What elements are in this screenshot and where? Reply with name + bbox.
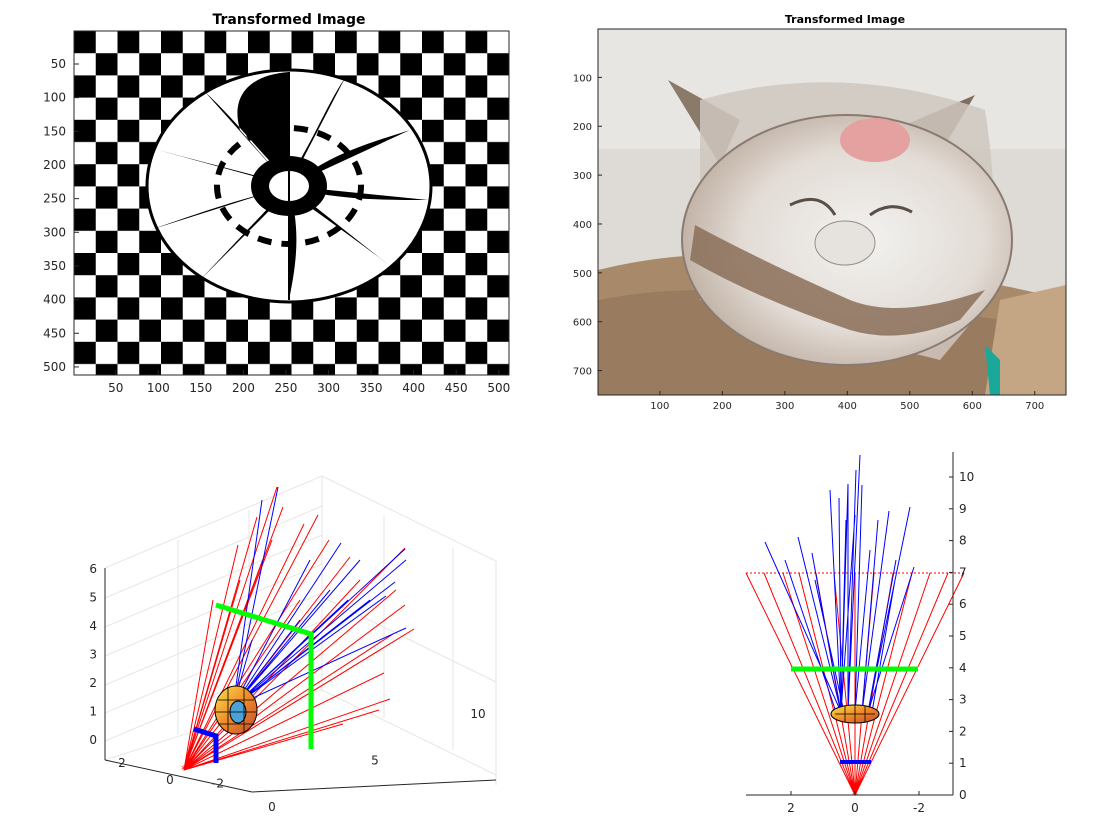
scene3d-ztick-label: 6 <box>89 562 97 576</box>
checker-xtick-label: 300 <box>317 381 340 395</box>
scene3d-eye-marker: * <box>181 763 187 777</box>
scene3d-ztick-label: 4 <box>89 619 97 633</box>
scene3d-z-ticks: 0 1 2 3 4 5 6 <box>89 562 97 747</box>
cat-xtick-label: 300 <box>775 401 794 412</box>
checker-ytick-label: 450 <box>43 326 66 340</box>
cat-ytick-label: 300 <box>573 171 592 182</box>
scene3d-grid <box>104 475 497 785</box>
cat-y-ticks: 100 200 300 400 500 600 700 <box>573 73 602 378</box>
checker-xtick-label: 450 <box>445 381 468 395</box>
checker-ytick-label: 100 <box>43 91 66 105</box>
front-x-ticks: 2 0 -2 <box>787 791 925 815</box>
scene3d-ytick-label: 2 <box>118 756 126 770</box>
checker-ytick-label: 300 <box>43 225 66 239</box>
checker-xtick-label: 500 <box>487 381 510 395</box>
front-y-ticks: 0 1 2 3 4 5 6 7 8 9 10 <box>949 470 974 802</box>
checker-xtick-label: 50 <box>108 381 123 395</box>
front-ytick-label: 4 <box>959 661 967 675</box>
checker-title: Transformed Image <box>212 12 365 28</box>
checker-circle <box>145 68 433 304</box>
front-ytick-label: 0 <box>959 788 967 802</box>
front-ytick-label: 5 <box>959 629 967 643</box>
checker-ytick-label: 500 <box>43 360 66 374</box>
checker-xtick-label: 350 <box>360 381 383 395</box>
front-ytick-label: 10 <box>959 470 974 484</box>
front-ytick-label: 2 <box>959 724 967 738</box>
checker-x-ticks: 50 100 150 200 250 300 350 400 450 500 <box>108 370 510 395</box>
cat-axes-box <box>597 28 1067 396</box>
scene3d-ztick-label: 0 <box>89 733 97 747</box>
cat-title: Transformed Image <box>785 13 905 26</box>
front-torus <box>830 704 880 724</box>
front-axes <box>746 452 954 796</box>
front-ytick-label: 6 <box>959 597 967 611</box>
scene3d-xtick-label: 0 <box>268 800 276 814</box>
checker-y-ticks: 50 100 150 200 250 300 350 400 450 500 <box>43 57 79 374</box>
checker-xtick-label: 250 <box>275 381 298 395</box>
scene3d-ytick-label: 0 <box>166 773 174 787</box>
scene3d-ztick-label: 2 <box>89 676 97 690</box>
scene3d-x-ticks: 0 5 10 <box>268 707 485 814</box>
scene3d-ytick-label: -2 <box>212 776 224 790</box>
checker-axes-box <box>73 30 510 376</box>
front-ytick-label: 3 <box>959 693 967 707</box>
checker-ytick-label: 250 <box>43 192 66 206</box>
scene3d-xtick-label: 10 <box>470 707 485 721</box>
scene3d-ztick-label: 1 <box>89 705 97 719</box>
checker-xtick-label: 200 <box>232 381 255 395</box>
front-ytick-label: 7 <box>959 565 967 579</box>
cat-xtick-label: 700 <box>1025 401 1044 412</box>
scene3d-blue-rays <box>232 486 407 708</box>
cat-xtick-label: 400 <box>838 401 857 412</box>
checker-ytick-label: 200 <box>43 158 66 172</box>
cat-image <box>598 29 1066 395</box>
checker-ytick-label: 50 <box>51 57 66 71</box>
cat-x-ticks: 100 200 300 400 500 600 700 <box>650 391 1044 412</box>
checker-xtick-label: 100 <box>147 381 170 395</box>
scene3d-axes <box>104 568 497 793</box>
front-ytick-label: 8 <box>959 534 967 548</box>
scene3d-ztick-label: 3 <box>89 648 97 662</box>
scene3d-ztick-label: 5 <box>89 591 97 605</box>
cat-ytick-label: 500 <box>573 269 592 280</box>
front-xtick-label: -2 <box>913 801 925 815</box>
cat-ytick-label: 700 <box>573 367 592 378</box>
cat-ytick-label: 200 <box>573 122 592 133</box>
front-xtick-label: 0 <box>851 801 859 815</box>
checker-xtick-label: 400 <box>402 381 425 395</box>
scene3d-xtick-label: 5 <box>371 754 379 768</box>
checker-ytick-label: 350 <box>43 259 66 273</box>
checker-ytick-label: 150 <box>43 124 66 138</box>
cat-xtick-label: 200 <box>713 401 732 412</box>
front-ytick-label: 1 <box>959 756 967 770</box>
cat-xtick-label: 500 <box>900 401 919 412</box>
scene3d-panel: * 0 1 2 3 4 5 6 2 0 -2 0 5 10 <box>89 475 497 814</box>
checker-xtick-label: 150 <box>189 381 212 395</box>
cat-panel: Transformed Image 100 200 300 400 500 600 700 … <box>573 13 1067 412</box>
cat-ytick-label: 600 <box>573 318 592 329</box>
scene3d-y-ticks: 2 0 -2 <box>118 756 224 790</box>
cat-ytick-label: 100 <box>573 73 592 84</box>
scene3d-blue-lens <box>193 726 219 763</box>
scene3d-green-screen <box>215 602 314 749</box>
checker-panel: Transformed Image 50 100 150 200 250 300 350 40… <box>43 12 510 395</box>
cat-xtick-label: 100 <box>650 401 669 412</box>
cat-xtick-label: 600 <box>963 401 982 412</box>
front-blue-rays <box>764 454 915 713</box>
checker-ytick-label: 400 <box>43 293 66 307</box>
front-ytick-label: 9 <box>959 502 967 516</box>
scene3d-torus <box>214 685 258 735</box>
front-xtick-label: 2 <box>787 801 795 815</box>
cat-ytick-label: 400 <box>573 220 592 231</box>
